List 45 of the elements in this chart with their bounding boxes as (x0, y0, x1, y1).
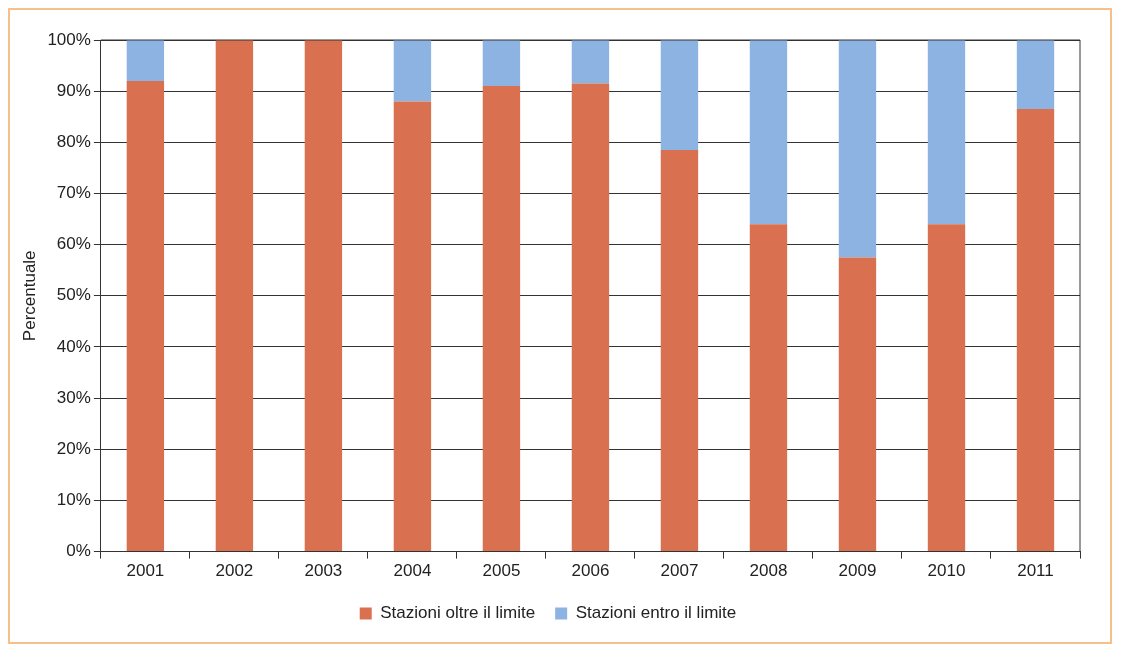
x-tick-label: 2003 (304, 561, 343, 581)
bar (393, 101, 432, 552)
y-tick-label: 20% (56, 438, 91, 458)
bar (660, 149, 699, 552)
x-tick-label: 2009 (838, 561, 877, 581)
y-tick-label: 100% (47, 29, 91, 49)
bar (1016, 109, 1055, 552)
bar (927, 224, 966, 552)
x-tick-label: 2005 (482, 561, 521, 581)
bar (126, 40, 165, 81)
y-tick-label: 40% (56, 336, 91, 356)
bar (482, 86, 521, 552)
x-tick-label: 2008 (749, 561, 788, 581)
bar (927, 40, 966, 225)
y-tick-label: 80% (56, 132, 91, 152)
bar (749, 224, 788, 552)
y-tick-label: 90% (56, 80, 91, 100)
x-tick-label: 2001 (126, 561, 165, 581)
y-tick-label: 0% (66, 541, 91, 561)
legend-label: Stazioni entro il limite (575, 603, 737, 623)
x-tick-label: 2004 (393, 561, 432, 581)
y-axis-title: Percentuale (19, 250, 39, 342)
bar (838, 40, 877, 258)
y-tick-label: 50% (56, 285, 91, 305)
bar (571, 83, 610, 552)
x-tick-label: 2007 (660, 561, 699, 581)
y-tick-label: 30% (56, 387, 91, 407)
x-tick-label: 2006 (571, 561, 610, 581)
bar (482, 40, 521, 87)
x-tick-label: 2011 (1017, 561, 1054, 581)
bar (838, 257, 877, 552)
bar (393, 40, 432, 102)
x-tick-label: 2010 (927, 561, 966, 581)
bar (126, 80, 165, 552)
legend-label: Stazioni oltre il limite (380, 603, 536, 623)
y-tick-label: 70% (56, 183, 91, 203)
x-tick-label: 2002 (215, 561, 254, 581)
y-tick-label: 10% (56, 490, 91, 510)
bar (1016, 40, 1055, 110)
bar (304, 40, 343, 552)
bar (215, 40, 254, 552)
y-tick-label: 60% (56, 234, 91, 254)
bar (749, 40, 788, 225)
bar (660, 40, 699, 150)
bar (571, 40, 610, 84)
